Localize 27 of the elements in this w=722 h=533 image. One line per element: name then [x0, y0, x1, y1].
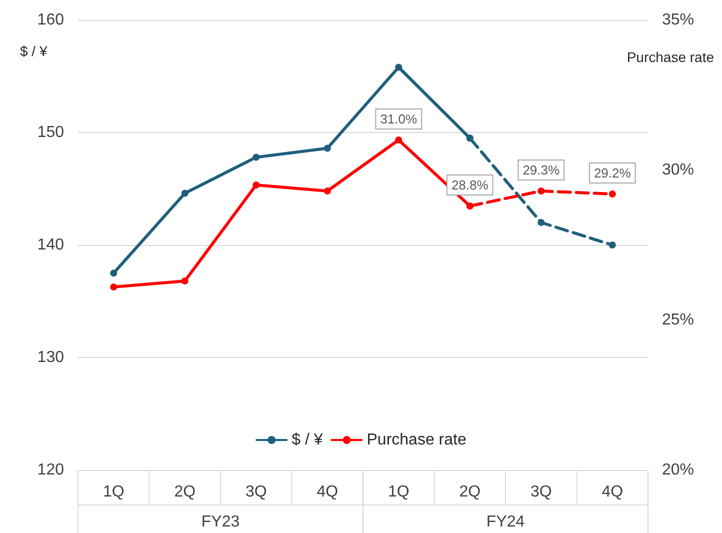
y-tick-label: 120: [37, 462, 64, 478]
legend-label: Purchase rate: [366, 432, 466, 448]
y-tick-label: 150: [37, 124, 64, 141]
y2-tick-label: 35%: [662, 12, 694, 28]
x-tick-label: 3Q: [245, 484, 267, 500]
y2-axis-title: Purchase rate: [626, 49, 714, 65]
data-label: 28.8%: [451, 178, 489, 192]
y2-tick-label: 20%: [662, 462, 694, 478]
data-label: 29.3%: [522, 162, 560, 178]
y-tick-label: 160: [37, 12, 64, 28]
y2-tick-label: 25%: [662, 312, 694, 328]
data-label: 29.2%: [594, 166, 632, 180]
data-label: 31.0%: [380, 112, 418, 126]
x-tick-label: 2Q: [174, 484, 196, 500]
text: FY23: [201, 514, 240, 530]
y-tick-label: 140: [37, 236, 64, 254]
text: FY24: [486, 514, 525, 530]
x-tick-label: 3Q: [530, 484, 552, 500]
legend-label: $ / ¥: [292, 432, 323, 448]
x-tick-label: 1Q: [102, 484, 124, 500]
x-tick-label: 2Q: [459, 484, 481, 500]
y2-tick-label: 30%: [662, 162, 694, 178]
y-tick-label: 130: [37, 349, 64, 366]
x-tick-label: 1Q: [388, 484, 410, 500]
x-tick-label: 4Q: [316, 484, 338, 500]
y-axis-title: $ / ¥: [20, 43, 48, 59]
x-tick-label: 4Q: [602, 484, 624, 500]
